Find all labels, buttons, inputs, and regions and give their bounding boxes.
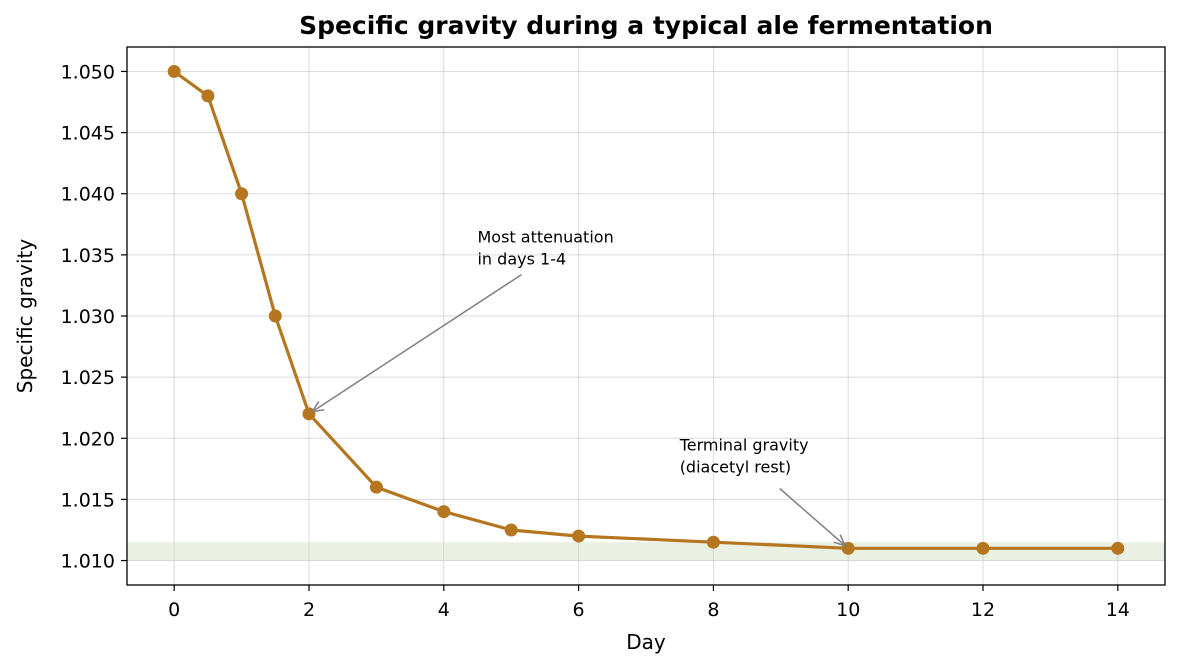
data-point [706, 535, 720, 549]
y-tick-label: 1.050 [61, 61, 115, 83]
y-tick-label: 1.035 [61, 245, 115, 267]
y-tick-label: 1.045 [61, 123, 115, 145]
x-tick-label: 4 [438, 599, 450, 621]
data-point [504, 523, 518, 537]
annotation-line: Terminal gravity [679, 436, 809, 455]
data-point [572, 529, 586, 543]
annotation-arrowhead [310, 401, 325, 413]
annotation-line: (diacetyl rest) [680, 458, 791, 477]
y-axis-label: Specific gravity [13, 239, 37, 394]
data-point [976, 541, 990, 555]
annotation-line: in days 1-4 [477, 250, 566, 269]
y-tick-label: 1.025 [61, 367, 115, 389]
annotation-text: Terminal gravity (diacetyl rest) [679, 436, 809, 477]
annotation-line: Most attenuation [477, 228, 613, 247]
y-tick-label: 1.030 [61, 306, 115, 328]
annotation-arrow [311, 274, 522, 413]
y-tick-label: 1.010 [61, 551, 115, 573]
annotation-arrow [779, 487, 846, 547]
data-point [1111, 541, 1125, 555]
series-line [173, 70, 1118, 550]
data-point [268, 309, 282, 323]
y-tick-label: 1.040 [61, 184, 115, 206]
x-tick-label: 12 [971, 599, 995, 621]
x-tick-label: 8 [707, 599, 719, 621]
x-tick-label: 14 [1106, 599, 1130, 621]
x-axis-label: Day [626, 630, 666, 654]
data-point [235, 187, 249, 201]
chart-title: Specific gravity during a typical ale fe… [299, 11, 993, 40]
x-tick-label: 2 [303, 599, 315, 621]
y-tick-label: 1.015 [61, 489, 115, 511]
terminal-gravity-band [127, 542, 1165, 561]
data-point [437, 505, 451, 519]
y-tick-label: 1.020 [61, 428, 115, 450]
x-tick-label: 0 [168, 599, 180, 621]
x-tick-label: 10 [836, 599, 860, 621]
x-tick-label: 6 [573, 599, 585, 621]
annotation-text: Most attenuation in days 1-4 [477, 228, 613, 269]
data-point [167, 64, 181, 78]
data-point [369, 480, 383, 494]
data-point [201, 89, 215, 103]
annotation-arrowhead [833, 534, 847, 547]
